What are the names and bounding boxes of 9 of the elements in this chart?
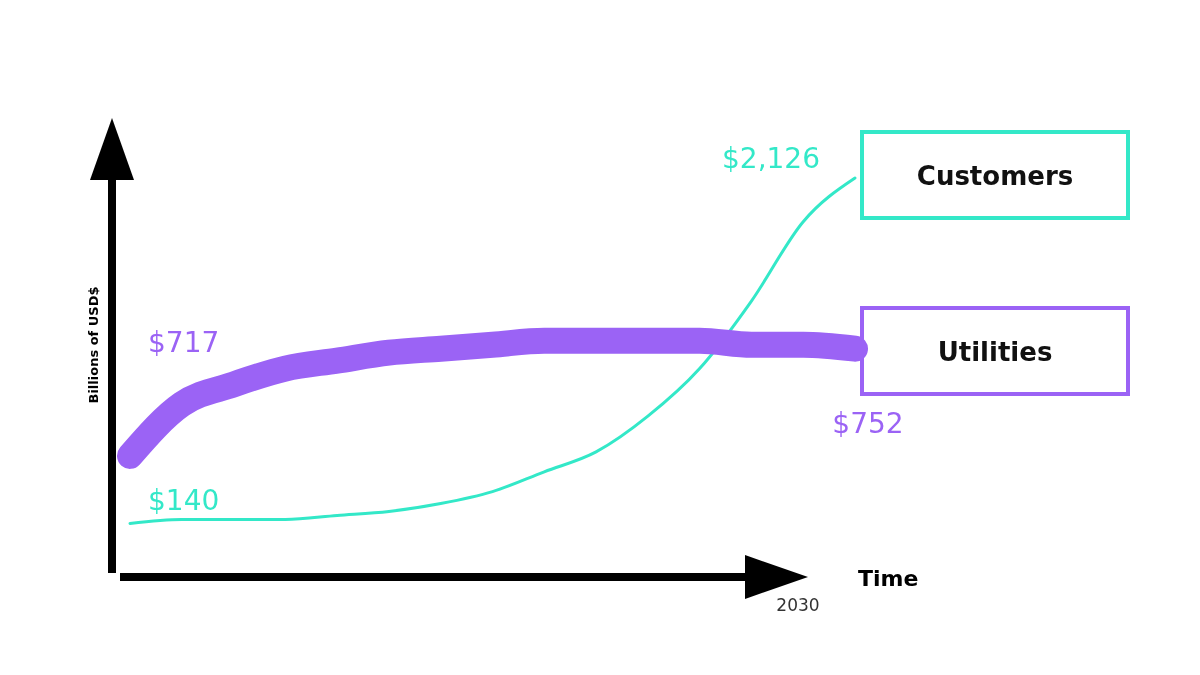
y-axis-title: Billions of USD$ (86, 286, 101, 404)
annotation: $717 (148, 326, 220, 359)
text: $2,126 (722, 142, 820, 175)
x-axis-title: Time (858, 566, 919, 591)
text: Customers (916, 161, 1074, 191)
text: 2030 (776, 595, 820, 615)
annotation: $140 (148, 484, 220, 517)
annotation: $752 (832, 407, 904, 440)
text: Utilities (937, 337, 1053, 367)
